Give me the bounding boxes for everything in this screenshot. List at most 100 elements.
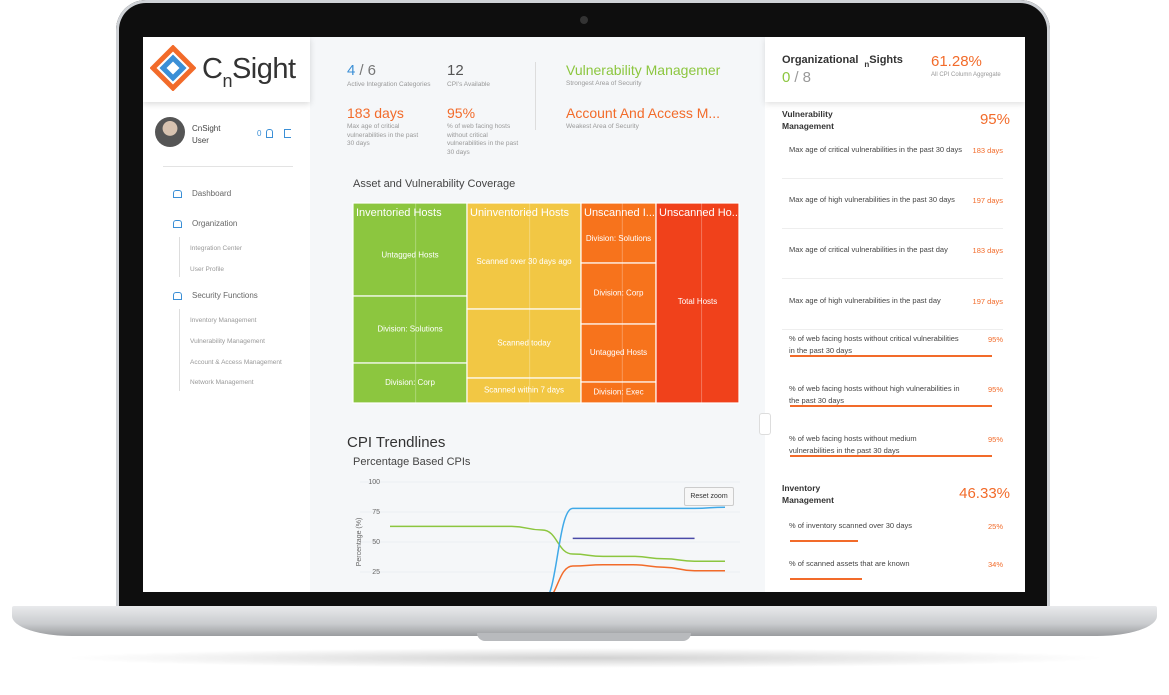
nav-subitem[interactable]: Integration Center	[190, 245, 243, 252]
stat-number: 183 days	[347, 105, 404, 121]
insights-title-b: Sights	[869, 54, 903, 66]
logo-icon	[150, 45, 196, 91]
cpi-value: 197 days	[972, 297, 1003, 306]
stat-label: Weakest Area of Security	[566, 123, 639, 130]
treemap-cell-label: Scanned over 30 days ago	[476, 257, 572, 266]
treemap-cell-label: Untagged Hosts	[590, 348, 647, 357]
right-header	[765, 37, 1025, 102]
y-tick-label: 25	[372, 569, 380, 576]
stat-value: 183 days	[347, 105, 404, 121]
treemap-cell-label: Division: Corp	[385, 378, 435, 387]
cpi-label: % of web facing hosts without medium vul…	[789, 434, 917, 455]
y-axis-label: Percentage (%)	[356, 518, 363, 567]
cpi-bar	[790, 405, 992, 407]
bell-icon	[266, 129, 273, 138]
treemap-cell	[580, 323, 657, 383]
treemap-group-label: Unscanned Ho...	[659, 207, 741, 219]
logo-sight: Sight	[231, 53, 296, 85]
logo-text: CnSight	[202, 53, 296, 91]
trend-line	[390, 525, 725, 562]
stat-value: 95%	[447, 105, 475, 121]
insights-count-total: / 8	[794, 69, 812, 86]
y-tick-label: 100	[368, 479, 380, 486]
stat-value: Account And Access M...	[566, 105, 720, 121]
insights-count: 0/ 8	[782, 69, 811, 86]
section-title: CPI Trendlines	[347, 434, 446, 451]
laptop-notch	[477, 633, 691, 641]
graphics: Untagged Hosts Division: Solutions Divisio…	[352, 202, 741, 592]
nav-icon	[173, 292, 182, 300]
nav-subitem[interactable]: Inventory Management	[190, 317, 257, 324]
stat-number: 4	[347, 62, 356, 79]
avatar	[155, 117, 185, 147]
logout-icon	[284, 129, 291, 138]
cpi-label: % of web facing hosts without critical v…	[789, 334, 959, 355]
stat-number: 95%	[447, 105, 476, 121]
reset-zoom-button[interactable]: Reset zoom	[684, 487, 734, 506]
user-role: User	[192, 136, 209, 145]
insights-title-n: n	[864, 60, 870, 69]
notification-count: 0	[257, 129, 262, 138]
treemap-group-label: Uninventoried Hosts	[470, 207, 570, 219]
insights-title-a: Organizational	[782, 54, 859, 66]
treemap-cell-label: Untagged Hosts	[381, 251, 438, 260]
cpi-label: % of scanned assets that are known	[789, 559, 910, 568]
stat-total: / 6	[359, 62, 377, 79]
cpi-value: 95%	[987, 435, 1003, 444]
stat-label: % of web facing hosts without critical v…	[447, 123, 519, 156]
nav-subitem[interactable]: Vulnerability Management	[190, 338, 265, 345]
nav-subitem[interactable]: Account & Access Management	[190, 359, 282, 366]
treemap-cell-label: Division: Solutions	[377, 325, 442, 334]
cpi-label: % of inventory scanned over 30 days	[789, 521, 912, 530]
treemap-cell	[580, 262, 657, 325]
nav-subitem[interactable]: User Profile	[190, 266, 224, 273]
treemap-cell-label: Total Hosts	[678, 297, 718, 306]
stat-label: Active Integration Categories	[347, 81, 431, 88]
sidebar-divider	[163, 166, 293, 167]
cpi-label: Max age of critical vulnerabilities in t…	[789, 145, 963, 154]
nav-item[interactable]: Dashboard	[192, 189, 232, 198]
stat-number: Vulnerability Managemer	[566, 62, 721, 78]
stat-number: 12	[447, 62, 464, 79]
insights-title: Organizational nSights	[782, 54, 903, 69]
sec-tree-line	[179, 309, 180, 391]
logo-n: n	[222, 71, 232, 91]
treemap-title: Asset and Vulnerability Coverage	[353, 178, 516, 190]
cpi-label: Max age of high vulnerabilities in the p…	[789, 195, 955, 204]
treemap-cell-label: Division: Exec	[593, 388, 643, 397]
chart-subtitle: Percentage Based CPIs	[353, 456, 471, 468]
separator	[782, 278, 1003, 279]
cpi-label: % of web facing hosts without high vulne…	[789, 384, 960, 405]
nav-item[interactable]: Organization	[192, 219, 238, 228]
treemap-group-label: Unscanned I...	[584, 207, 655, 219]
nav-icon	[173, 220, 182, 228]
section-value: 46.33%	[959, 485, 1010, 502]
y-tick-label: 75	[372, 509, 380, 516]
separator	[782, 228, 1003, 229]
treemap-cell-label: Scanned within 7 days	[484, 386, 564, 395]
camera	[580, 16, 588, 24]
shadow	[60, 648, 1110, 668]
insights-count-value: 0	[782, 69, 791, 86]
treemap-cell	[580, 202, 657, 264]
stat-value: 12	[447, 62, 464, 79]
cpi-value: 197 days	[972, 196, 1003, 205]
cpi-label: Max age of critical vulnerabilities in t…	[789, 245, 948, 254]
insights-aggregate-label: All CPI Column Aggregate	[931, 72, 1001, 78]
cpi-value: 95%	[987, 385, 1003, 394]
nav-item[interactable]: Security Functions	[192, 291, 258, 300]
trend-line	[553, 564, 725, 592]
stat-label: Max age of critical vulnerabilities in t…	[347, 123, 419, 147]
section-title: Inventory Management	[782, 483, 834, 505]
treemap-group-label: Inventoried Hosts	[356, 207, 442, 219]
treemap-cell	[352, 362, 468, 404]
treemap-cell	[466, 377, 582, 404]
right-panel	[765, 37, 1025, 592]
nav-subitem[interactable]: Network Management	[190, 379, 254, 386]
cpi-value: 25%	[987, 522, 1003, 531]
trend-line	[548, 506, 726, 592]
treemap-cell-label: Division: Corp	[594, 289, 644, 298]
screen: Untagged Hosts Division: Solutions Divisio…	[143, 37, 1025, 592]
collapse-handle[interactable]	[759, 413, 771, 435]
